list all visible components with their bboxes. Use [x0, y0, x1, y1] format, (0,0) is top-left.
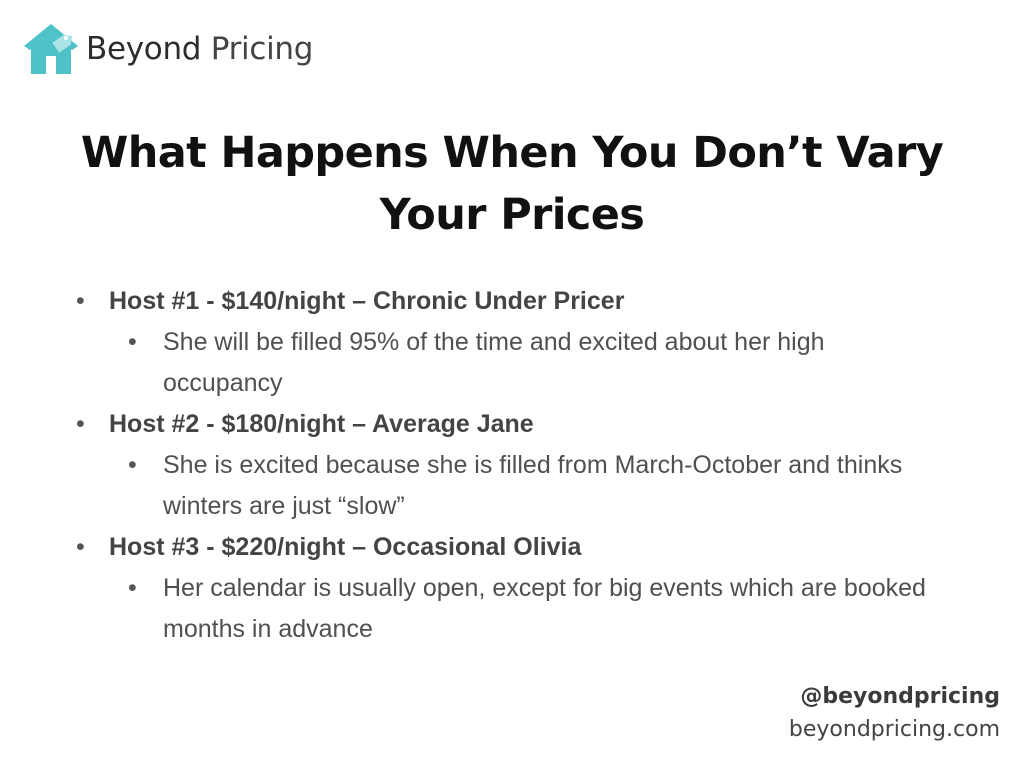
social-handle: @beyondpricing	[800, 684, 1000, 709]
sub-bullet-text: Her calendar is usually open, except for…	[163, 574, 926, 643]
brand-name: Beyond Pricing	[86, 31, 313, 67]
website-link[interactable]: beyondpricing.com	[788, 717, 1000, 742]
brand-logo: Beyond Pricing	[22, 22, 313, 76]
bullet-heading: Host #3 - $220/night – Occasional Olivia	[109, 533, 582, 561]
sub-bullet-host-2: • She is excited because she is filled f…	[76, 445, 943, 527]
sub-bullet-text: She will be filled 95% of the time and e…	[163, 328, 825, 397]
sub-bullet-dot: •	[128, 574, 137, 602]
sub-bullet-text: She is excited because she is filled fro…	[163, 451, 903, 520]
sub-bullet-dot: •	[128, 328, 137, 356]
slide-title: What Happens When You Don’t Vary Your Pr…	[62, 122, 962, 246]
bullet-dot: •	[76, 287, 85, 315]
title-line-2: Your Prices	[379, 190, 645, 240]
bullet-heading: Host #1 - $140/night – Chronic Under Pri…	[109, 287, 625, 315]
bullet-list: • Host #1 - $140/night – Chronic Under P…	[76, 281, 976, 650]
title-line-1: What Happens When You Don’t Vary	[80, 128, 944, 178]
bullet-dot: •	[76, 533, 85, 561]
sub-bullet-host-1: • She will be filled 95% of the time and…	[76, 322, 943, 404]
bullet-heading: Host #2 - $180/night – Average Jane	[109, 410, 534, 438]
brand-name-part2: Pricing	[210, 31, 314, 67]
bullet-host-2: • Host #2 - $180/night – Average Jane	[76, 404, 976, 445]
bullet-host-1: • Host #1 - $140/night – Chronic Under P…	[76, 281, 976, 322]
bullet-dot: •	[76, 410, 85, 438]
house-tag-icon	[24, 24, 78, 74]
bullet-host-3: • Host #3 - $220/night – Occasional Oliv…	[76, 527, 976, 568]
footer: @beyondpricing beyondpricing.com	[789, 680, 1000, 746]
sub-bullet-host-3: • Her calendar is usually open, except f…	[76, 568, 943, 650]
sub-bullet-dot: •	[128, 451, 137, 479]
brand-name-part1: Beyond	[86, 31, 202, 67]
